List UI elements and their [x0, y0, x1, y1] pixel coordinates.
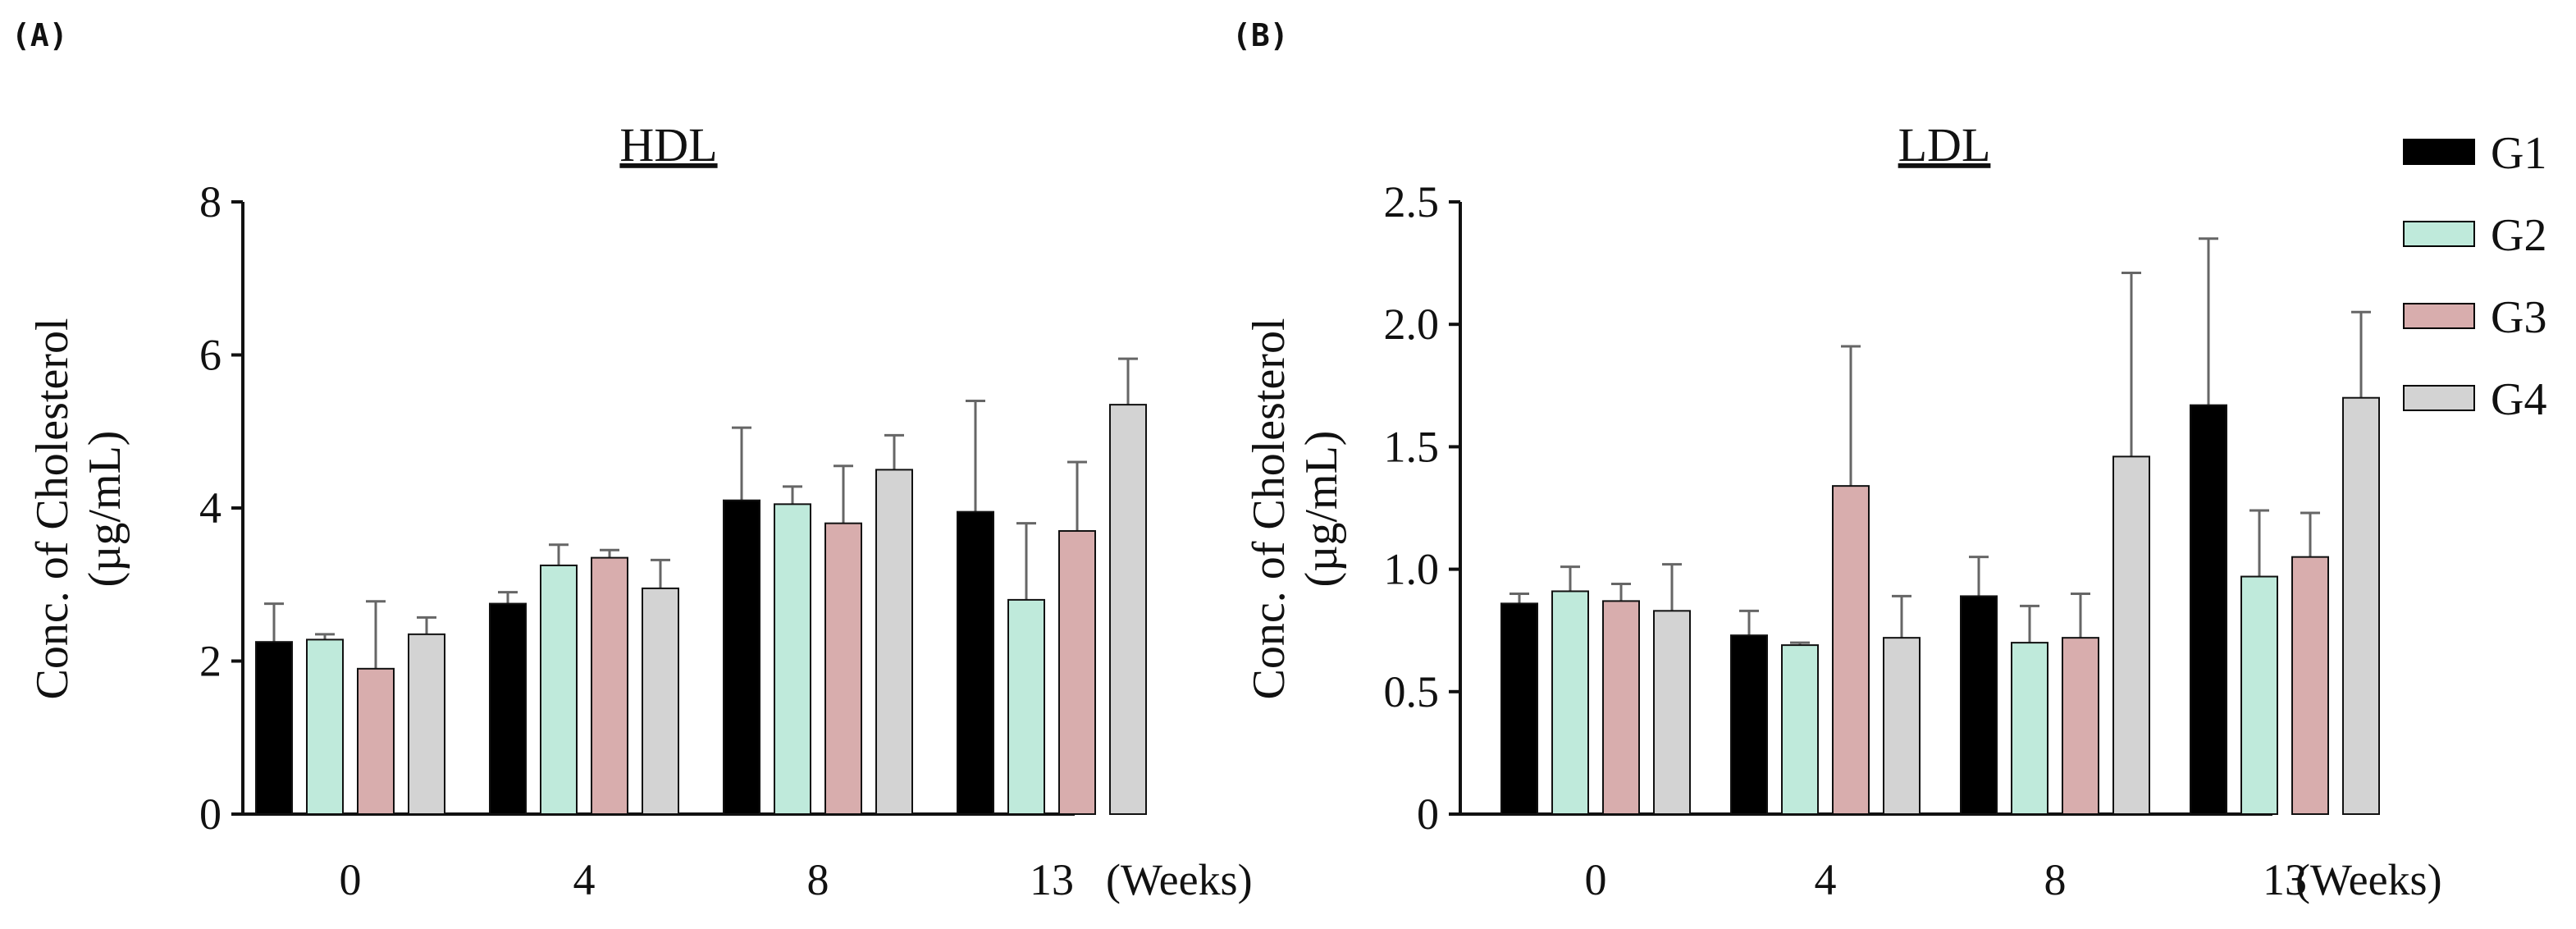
- ldl-y-axis-title: Conc. of Cholesterol (µg/mL): [1244, 318, 1347, 699]
- ldl-bar-g3-week-13: [2291, 556, 2329, 815]
- hdl-chart: HDL Conc. of Cholesterol (µg/mL) (Weeks)…: [27, 118, 1253, 904]
- hdl-x-tick-label: 0: [340, 855, 362, 904]
- ldl-bar-g2-week-0: [1551, 590, 1589, 815]
- ldl-bar-g3-week-4: [1832, 485, 1870, 815]
- ldl-x-tick-label: 0: [1585, 855, 1607, 904]
- ldl-bar-g3-week-8: [2062, 637, 2099, 815]
- ldl-y-tick-label: 1.0: [1384, 545, 1440, 594]
- ldl-bar-g1-week-8: [1960, 595, 1998, 815]
- ldl-x-tick-label: 8: [2044, 855, 2067, 904]
- hdl-bar-g3-week-4: [591, 556, 628, 815]
- ldl-x-axis-unit: (Weeks): [2295, 855, 2442, 904]
- hdl-x-tick-label: 13: [1030, 855, 1074, 904]
- ldl-bar-g2-week-8: [2011, 642, 2048, 815]
- hdl-y-axis-title-line1: Conc. of Cholesterol: [27, 318, 78, 699]
- ldl-bar-g4-week-8: [2112, 455, 2150, 815]
- hdl-bar-g3-week-13: [1058, 529, 1096, 815]
- ldl-bar-g1-week-4: [1730, 634, 1768, 816]
- hdl-y-tick-label: 6: [199, 331, 222, 380]
- legend: G1 G2 G3 G4: [2403, 128, 2546, 425]
- hdl-bar-g3-week-0: [357, 667, 395, 816]
- ldl-chart-title: LDL: [1898, 118, 1991, 172]
- ldl-bar-g1-week-0: [1500, 602, 1538, 815]
- ldl-bar-g2-week-13: [2240, 575, 2278, 815]
- hdl-y-tick-label: 0: [199, 789, 222, 839]
- ldl-bar-g4-week-0: [1653, 610, 1691, 815]
- hdl-bar-g4-week-13: [1109, 404, 1147, 815]
- hdl-y-axis-title: Conc. of Cholesterol (µg/mL): [27, 318, 130, 699]
- hdl-x-axis-unit: (Weeks): [1106, 855, 1253, 904]
- ldl-bar-g4-week-4: [1883, 637, 1921, 815]
- hdl-y-tick-label: 2: [199, 637, 222, 686]
- hdl-x-tick-label: 8: [807, 855, 829, 904]
- legend-label-g2: G2: [2491, 210, 2546, 261]
- ldl-x-tick-label: 4: [1815, 855, 1837, 904]
- hdl-y-tick-label: 8: [199, 177, 222, 227]
- hdl-bar-g3-week-8: [824, 522, 862, 816]
- hdl-bar-g2-week-0: [306, 638, 344, 816]
- ldl-chart: LDL Conc. of Cholesterol (µg/mL) (Weeks)…: [1244, 118, 2442, 904]
- ldl-y-tick-label: 2.5: [1384, 177, 1440, 227]
- hdl-bar-g1-week-13: [957, 510, 994, 815]
- panel-label-b: (B): [1232, 17, 1289, 53]
- panel-label-a: (A): [11, 17, 68, 53]
- hdl-x-tick-label: 4: [573, 855, 596, 904]
- hdl-bar-g2-week-4: [540, 564, 578, 815]
- ldl-bar-g2-week-4: [1781, 644, 1819, 815]
- ldl-y-tick-label: 0.5: [1384, 667, 1440, 716]
- legend-swatch-g4: [2403, 385, 2475, 411]
- ldl-y-tick-label: 1.5: [1384, 422, 1440, 471]
- ldl-bar-g4-week-13: [2342, 396, 2380, 815]
- ldl-y-tick-label: 0: [1417, 789, 1439, 839]
- hdl-bar-g2-week-13: [1007, 598, 1045, 816]
- hdl-chart-title: HDL: [619, 118, 717, 172]
- hdl-bar-g1-week-0: [255, 641, 293, 815]
- hdl-bar-g4-week-0: [408, 633, 445, 815]
- legend-label-g4: G4: [2491, 374, 2546, 425]
- ldl-bar-g1-week-13: [2190, 404, 2227, 815]
- hdl-bar-g1-week-8: [723, 499, 760, 815]
- ldl-y-tick-label: 2.0: [1384, 300, 1440, 349]
- hdl-y-tick-label: 4: [199, 483, 222, 533]
- legend-label-g3: G3: [2491, 292, 2546, 343]
- legend-label-g1: G1: [2491, 128, 2546, 179]
- hdl-bar-g4-week-8: [875, 469, 913, 815]
- hdl-bar-g4-week-4: [642, 587, 679, 815]
- ldl-x-tick-label: 13: [2263, 855, 2307, 904]
- ldl-y-axis-title-line2: (µg/mL): [1296, 431, 1347, 588]
- legend-swatch-g1: [2403, 139, 2475, 165]
- ldl-y-axis-title-line1: Conc. of Cholesterol: [1244, 318, 1295, 699]
- hdl-y-axis-title-line2: (µg/mL): [80, 431, 130, 588]
- hdl-bar-g1-week-4: [489, 602, 527, 815]
- legend-swatch-g2: [2403, 221, 2475, 247]
- hdl-bar-g2-week-8: [774, 503, 811, 816]
- ldl-bar-g3-week-0: [1602, 600, 1640, 816]
- legend-swatch-g3: [2403, 303, 2475, 329]
